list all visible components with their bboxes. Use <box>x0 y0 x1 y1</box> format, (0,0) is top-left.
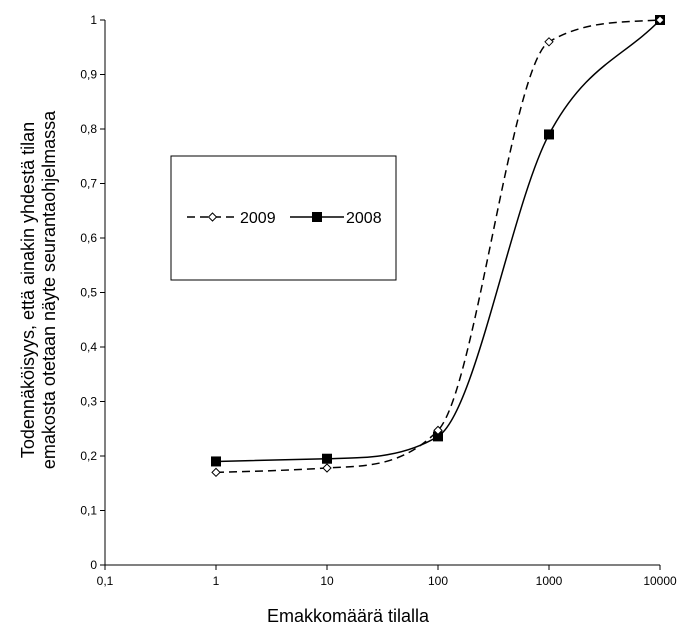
x-tick-label: 100 <box>428 574 448 588</box>
y-tick-label: 0,3 <box>80 395 97 409</box>
y-tick-label: 0,5 <box>80 286 97 300</box>
x-axis-title: Emakkomäärä tilalla <box>267 606 430 626</box>
y-tick-label: 0,8 <box>80 122 97 136</box>
y-tick-label: 0,4 <box>80 340 97 354</box>
data-point-2008 <box>211 456 221 467</box>
x-tick-label: 1 <box>213 574 220 588</box>
x-tick-label: 10000 <box>643 574 677 588</box>
y-tick-label: 0,6 <box>80 231 97 245</box>
y-tick-label: 0,9 <box>80 68 97 82</box>
series-layer <box>211 15 665 478</box>
y-axis-title-line-2: emakosta otetaan näyte seurantaohjelmass… <box>39 110 59 469</box>
y-axis-ticks: 0 0,1 0,2 0,3 0,4 0,5 0,6 0,7 0,8 0,9 1 <box>80 13 105 572</box>
legend-label-2009: 2009 <box>240 210 276 227</box>
data-point-2009 <box>544 37 554 47</box>
y-axis-title: Todennäköisyys, että ainakin yhdestä til… <box>18 110 59 469</box>
data-point-2009 <box>655 15 665 25</box>
x-axis-ticks: 0,1 1 10 100 1000 10000 <box>97 565 677 588</box>
data-point-2008 <box>322 453 332 464</box>
data-point-2009 <box>211 467 221 478</box>
x-tick-label: 1000 <box>536 574 563 588</box>
x-tick-label: 10 <box>320 574 334 588</box>
y-tick-label: 0 <box>90 558 97 572</box>
legend: 2009 2008 <box>170 155 397 281</box>
data-point-2009 <box>433 425 443 436</box>
legend-marker-2009 <box>207 212 218 222</box>
data-point-2009 <box>322 463 332 473</box>
legend-label-2008: 2008 <box>346 210 382 227</box>
y-tick-label: 0,1 <box>80 504 97 518</box>
data-point-2008 <box>433 431 443 442</box>
series-line-2009 <box>215 19 661 474</box>
y-tick-label: 0,2 <box>80 449 97 463</box>
legend-box <box>170 155 397 281</box>
x-tick-label: 0,1 <box>97 574 114 588</box>
data-point-2008 <box>544 129 554 140</box>
y-axis-title-line-1: Todennäköisyys, että ainakin yhdestä til… <box>18 122 38 458</box>
series-line-2008 <box>215 19 661 463</box>
y-tick-label: 1 <box>90 13 97 27</box>
y-tick-label: 0,7 <box>80 177 97 191</box>
legend-marker-2008 <box>312 212 322 222</box>
